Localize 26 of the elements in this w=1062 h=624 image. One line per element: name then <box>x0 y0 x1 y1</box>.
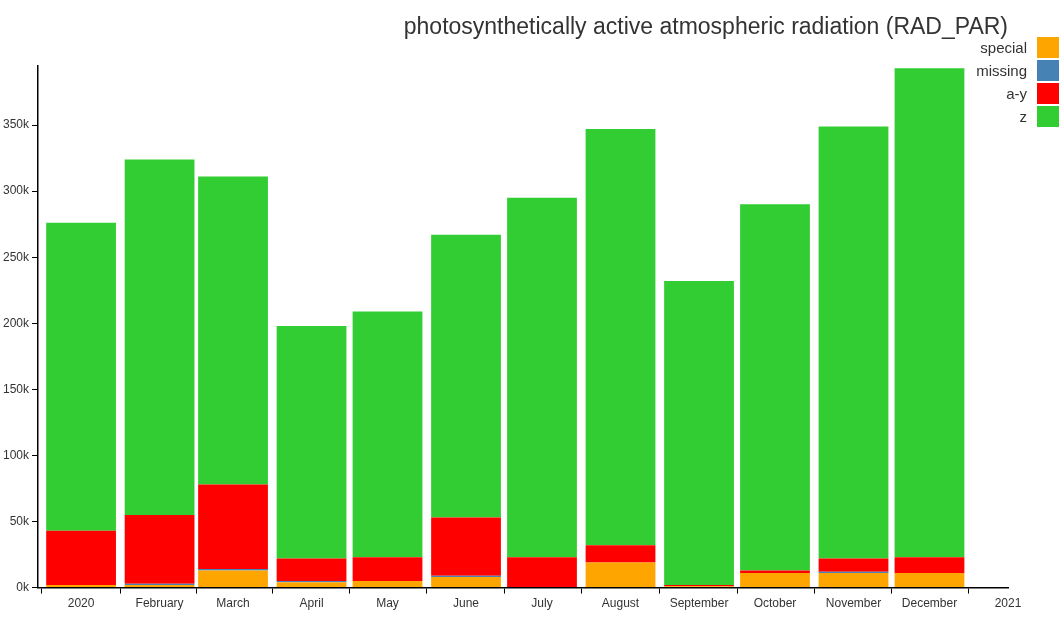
y-tick-label: 0k <box>16 579 31 594</box>
y-tick-label: 350k <box>2 117 31 132</box>
x-tick-label: August <box>601 596 640 611</box>
chart-title: photosynthetically active atmospheric radiation (RAD_PAR) <box>403 13 1008 40</box>
x-tick-label: November <box>825 596 882 611</box>
x-tick-label: February <box>135 596 184 611</box>
x-tick-label: 2020 <box>67 596 95 611</box>
x-tick-label: September <box>669 596 729 611</box>
x-tick-label: May <box>376 596 399 611</box>
y-tick-label: 50k <box>9 513 31 528</box>
x-tick-label: April <box>299 596 324 611</box>
y-tick-label: 100k <box>2 447 31 462</box>
x-tick-label: December <box>901 596 958 611</box>
y-tick-label: 200k <box>2 315 31 330</box>
legend-label: a-y <box>1006 85 1027 102</box>
legend-label: missing <box>976 62 1027 79</box>
x-tick-label: 2021 <box>994 596 1022 611</box>
legend-label: special <box>980 39 1027 56</box>
x-tick-label: June <box>453 596 480 611</box>
y-tick-label: 300k <box>2 183 31 198</box>
x-tick-label: October <box>753 596 797 611</box>
y-tick-label: 250k <box>2 249 31 264</box>
x-tick-label: July <box>531 596 553 611</box>
legend-label: z <box>1019 108 1027 125</box>
y-tick-label: 150k <box>2 381 31 396</box>
x-tick-label: March <box>216 596 250 611</box>
